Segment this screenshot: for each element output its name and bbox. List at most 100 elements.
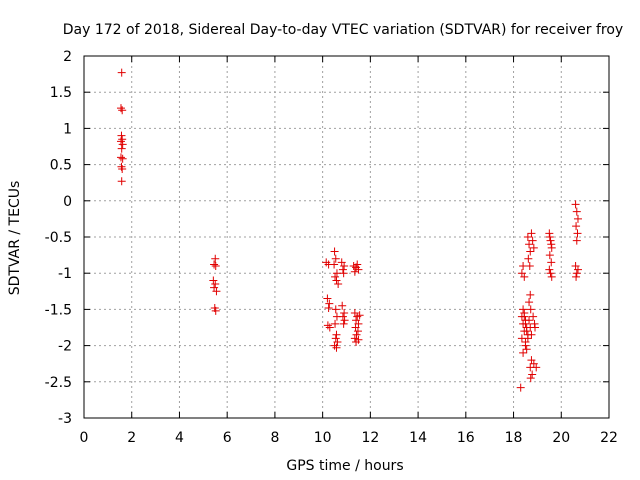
data-point (522, 327, 531, 336)
y-tick-label: -3 (58, 411, 72, 427)
y-tick-label: 0 (63, 194, 72, 210)
data-point (529, 243, 538, 252)
data-point (211, 280, 220, 289)
data-point (339, 319, 348, 328)
data-point (572, 207, 581, 216)
data-point (546, 269, 555, 278)
data-point (323, 294, 332, 303)
data-point (352, 330, 361, 339)
data-point (338, 312, 347, 321)
x-tick-label: 6 (223, 430, 232, 446)
data-point (525, 298, 534, 307)
data-point (571, 200, 580, 209)
data-point (572, 222, 581, 231)
data-point (338, 301, 347, 310)
data-point (526, 323, 535, 332)
data-point (526, 290, 535, 299)
data-point (118, 154, 127, 163)
data-point (350, 334, 359, 343)
data-point (350, 267, 359, 276)
y-tick-label: -2.5 (45, 375, 72, 391)
data-point (525, 261, 534, 270)
x-tick-label: 0 (80, 430, 89, 446)
x-tick-label: 16 (457, 430, 475, 446)
data-point (573, 229, 582, 238)
data-point (528, 236, 537, 245)
data-point (532, 363, 541, 372)
data-point (332, 276, 341, 285)
data-point (525, 316, 534, 325)
data-point (340, 309, 349, 318)
data-point (331, 334, 340, 343)
data-point (523, 334, 532, 343)
y-tick-label: -2 (58, 339, 72, 355)
data-point (330, 260, 339, 269)
y-tick-label: -1.5 (45, 302, 72, 318)
y-tick-label: 1.5 (50, 85, 72, 101)
data-point (526, 374, 535, 383)
x-tick-label: 18 (505, 430, 523, 446)
data-point (117, 68, 126, 77)
data-point (332, 343, 341, 352)
data-point (353, 327, 362, 336)
y-tick-labels: -3 -2.5 -2 -1.5 -1 -0.5 0 0.5 1 1.5 2 (45, 49, 72, 427)
x-tick-label: 12 (361, 430, 379, 446)
data-point (211, 306, 220, 315)
data-point (334, 280, 343, 289)
y-axis-label: SDTVAR / TECUs (7, 181, 23, 296)
data-point (519, 348, 528, 357)
chart-title: Day 172 of 2018, Sidereal Day-to-day VTE… (63, 22, 623, 38)
data-points (116, 68, 582, 392)
data-point (325, 299, 334, 308)
data-point (520, 312, 529, 321)
data-point (353, 260, 362, 269)
data-point (519, 305, 528, 314)
data-point (545, 233, 554, 241)
x-tick-label: 10 (314, 430, 332, 446)
y-tick-label: 2 (63, 49, 72, 65)
data-point (331, 319, 340, 328)
data-point (340, 261, 349, 270)
data-point (212, 287, 221, 296)
data-point (331, 305, 340, 314)
data-point (339, 269, 348, 278)
data-point (572, 236, 581, 245)
x-tick-label: 4 (175, 430, 184, 446)
data-point (547, 272, 556, 281)
data-point (211, 254, 220, 263)
data-point (116, 153, 125, 162)
y-tick-label: -0.5 (45, 230, 72, 246)
data-point (355, 311, 364, 320)
x-tick-labels: 0 2 4 6 8 10 12 14 16 18 20 22 (80, 430, 618, 446)
data-point (338, 265, 347, 274)
tick-marks (83, 55, 610, 419)
data-point (118, 140, 127, 149)
y-tick-label: -1 (58, 266, 72, 282)
data-point (521, 319, 530, 328)
data-point (526, 247, 535, 256)
data-point (523, 233, 532, 241)
x-tick-label: 14 (409, 430, 427, 446)
data-point (527, 229, 536, 238)
y-tick-label: 0.5 (50, 158, 72, 174)
data-point (524, 254, 533, 263)
y-tick-label: 1 (63, 121, 72, 137)
data-point (117, 144, 126, 153)
data-point (330, 247, 339, 256)
data-point (526, 305, 535, 314)
data-point (324, 303, 333, 312)
x-axis-label: GPS time / hours (286, 458, 403, 474)
data-point (546, 236, 555, 245)
data-point (352, 337, 361, 346)
data-point (572, 272, 581, 281)
data-point (522, 345, 531, 354)
data-point (331, 254, 340, 263)
data-point (572, 269, 581, 278)
data-point (332, 330, 341, 339)
data-point (117, 177, 126, 186)
data-point (118, 164, 127, 173)
data-point (325, 323, 334, 332)
data-point (528, 370, 537, 379)
